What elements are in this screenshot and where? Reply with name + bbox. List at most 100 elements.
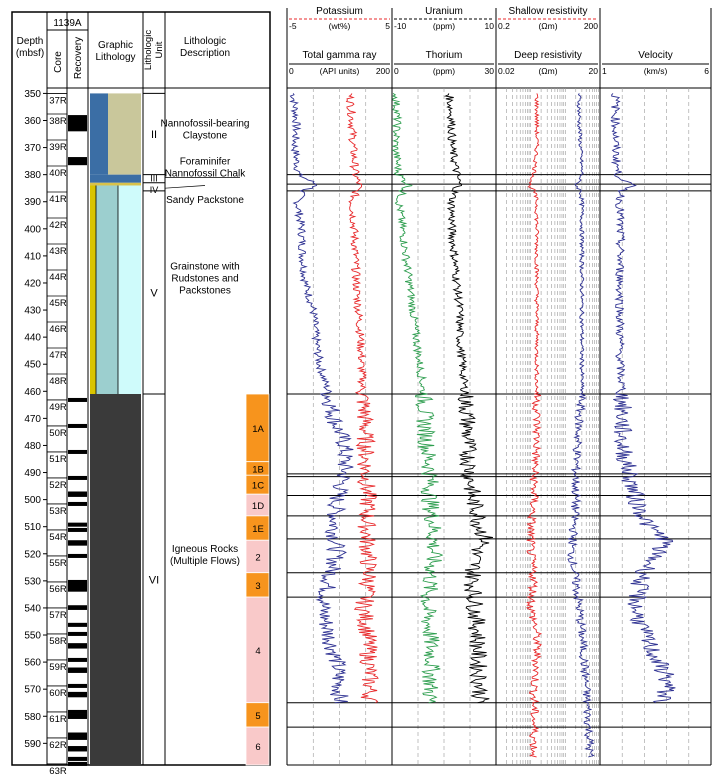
scale-tick: 10 — [485, 21, 495, 31]
scale-tick: -5 — [289, 21, 297, 31]
lithologic-description: Packstones — [179, 286, 231, 297]
scale-tick: 20 — [589, 66, 599, 76]
log-curve-thorium — [391, 93, 444, 704]
depth-tick-label: 560 — [24, 658, 41, 669]
scale-unit: (ppm) — [433, 21, 455, 31]
core-label: 43R — [49, 246, 67, 257]
core-label: 41R — [49, 194, 67, 205]
scale-tick: 0.02 — [498, 66, 515, 76]
core-label: 62R — [49, 740, 67, 751]
graphic-lithology-header: Graphic — [98, 40, 133, 51]
core-label: 50R — [49, 428, 67, 439]
scale-name: Thorium — [426, 50, 463, 61]
scale-unit: (API units) — [320, 66, 360, 76]
scale-name: Potassium — [316, 6, 363, 17]
core-label: 47R — [49, 350, 67, 361]
recovery-bar — [68, 501, 87, 506]
log-curve-velocity — [610, 93, 676, 704]
lithologic-description-header: Lithologic — [184, 36, 226, 47]
scale-tick: 30 — [485, 66, 495, 76]
log-curve-uranium — [443, 93, 493, 704]
scale-unit: (wt%) — [329, 21, 351, 31]
recovery-bar — [68, 527, 87, 532]
lithologic-unit-header: Lithologic — [143, 30, 154, 70]
flow-label: 1D — [252, 501, 264, 512]
core-label: 63R — [49, 766, 67, 777]
log-track-header: Shallow resistivity 0.2 200 (Ωm) Deep resist… — [498, 6, 598, 76]
core-label: 38R — [49, 116, 67, 127]
recovery-bar — [68, 423, 87, 428]
lithologic-description: Sandy Packstone — [166, 195, 244, 206]
core-label: 60R — [49, 688, 67, 699]
scale-tick: 5 — [385, 21, 390, 31]
core-header: Core — [53, 51, 64, 73]
recovery-bar — [68, 709, 87, 714]
depth-tick-label: 500 — [24, 495, 41, 506]
flow-label: 2 — [255, 552, 260, 563]
scale-name: Total gamma ray — [303, 50, 377, 61]
core-label: 52R — [49, 480, 67, 491]
recovery-bar — [68, 449, 87, 454]
recovery-bar — [68, 657, 87, 662]
depth-tick-label: 360 — [24, 116, 41, 127]
recovery-bar — [68, 580, 87, 592]
flow-label: 1A — [252, 424, 264, 435]
lithologic-description: Nannofossil Chalk — [165, 169, 247, 180]
depth-tick-label: 370 — [24, 143, 41, 154]
lithology-grainstone — [96, 185, 118, 395]
depth-tick-label: 440 — [24, 333, 41, 344]
lithologic-description: Nannofossil-bearing — [161, 119, 250, 130]
recovery-bar — [68, 605, 87, 610]
core-label: 48R — [49, 376, 67, 387]
core-label: 45R — [49, 298, 67, 309]
unit-label: IV — [150, 185, 159, 195]
core-label: 58R — [49, 636, 67, 647]
depth-tick-label: 390 — [24, 197, 41, 208]
recovery-bar — [68, 579, 87, 584]
depth-tick-label: 530 — [24, 576, 41, 587]
recovery-bar — [68, 475, 87, 480]
core-label: 44R — [49, 272, 67, 283]
depth-tick-label: 590 — [24, 739, 41, 750]
recovery-bar — [68, 683, 87, 688]
recovery-bar — [68, 735, 87, 740]
site-label: 1139A — [53, 18, 82, 29]
lithologic-description: Igneous Rocks — [172, 544, 238, 555]
scale-unit: (Ωm) — [538, 66, 557, 76]
recovery-bar — [68, 522, 87, 527]
flow-label: 6 — [255, 742, 260, 753]
recovery-bar — [68, 491, 87, 497]
unit-label: VI — [149, 575, 159, 587]
scale-unit: (ppm) — [433, 66, 455, 76]
recovery-bar — [68, 622, 87, 627]
scale-tick: 0 — [394, 66, 399, 76]
core-description-panel: 1139ADepth(mbsf)CoreRecoveryGraphicLitho… — [11, 11, 271, 777]
recovery-bar — [68, 157, 87, 166]
lithology-claystone — [108, 93, 141, 175]
recovery-bar — [68, 115, 87, 132]
depth-tick-label: 480 — [24, 441, 41, 452]
core-label: 59R — [49, 662, 67, 673]
depth-tick-label: 490 — [24, 468, 41, 479]
depth-header-unit: (mbsf) — [16, 48, 44, 59]
lithology-grainstone — [90, 185, 96, 395]
core-label: 49R — [49, 402, 67, 413]
lithologic-description: (Multiple Flows) — [170, 556, 240, 567]
recovery-bar — [68, 713, 87, 719]
log-curve-total-gamma-ray — [289, 93, 354, 704]
depth-tick-label: 380 — [24, 170, 41, 181]
core-label: 61R — [49, 714, 67, 725]
recovery-bar — [68, 540, 87, 546]
depth-tick-label: 400 — [24, 224, 41, 235]
flow-label: 5 — [255, 711, 260, 722]
depth-tick-label: 350 — [24, 89, 41, 100]
core-label: 51R — [49, 454, 67, 465]
lithologic-unit-header-2: Unit — [154, 41, 165, 58]
scale-name: Uranium — [425, 6, 463, 17]
core-label: 42R — [49, 220, 67, 231]
scale-tick: 200 — [584, 21, 598, 31]
log-curve-deep-resistivity — [567, 93, 595, 758]
description-leader — [164, 185, 206, 189]
core-label: 54R — [49, 532, 67, 543]
scale-tick: -10 — [394, 21, 407, 31]
